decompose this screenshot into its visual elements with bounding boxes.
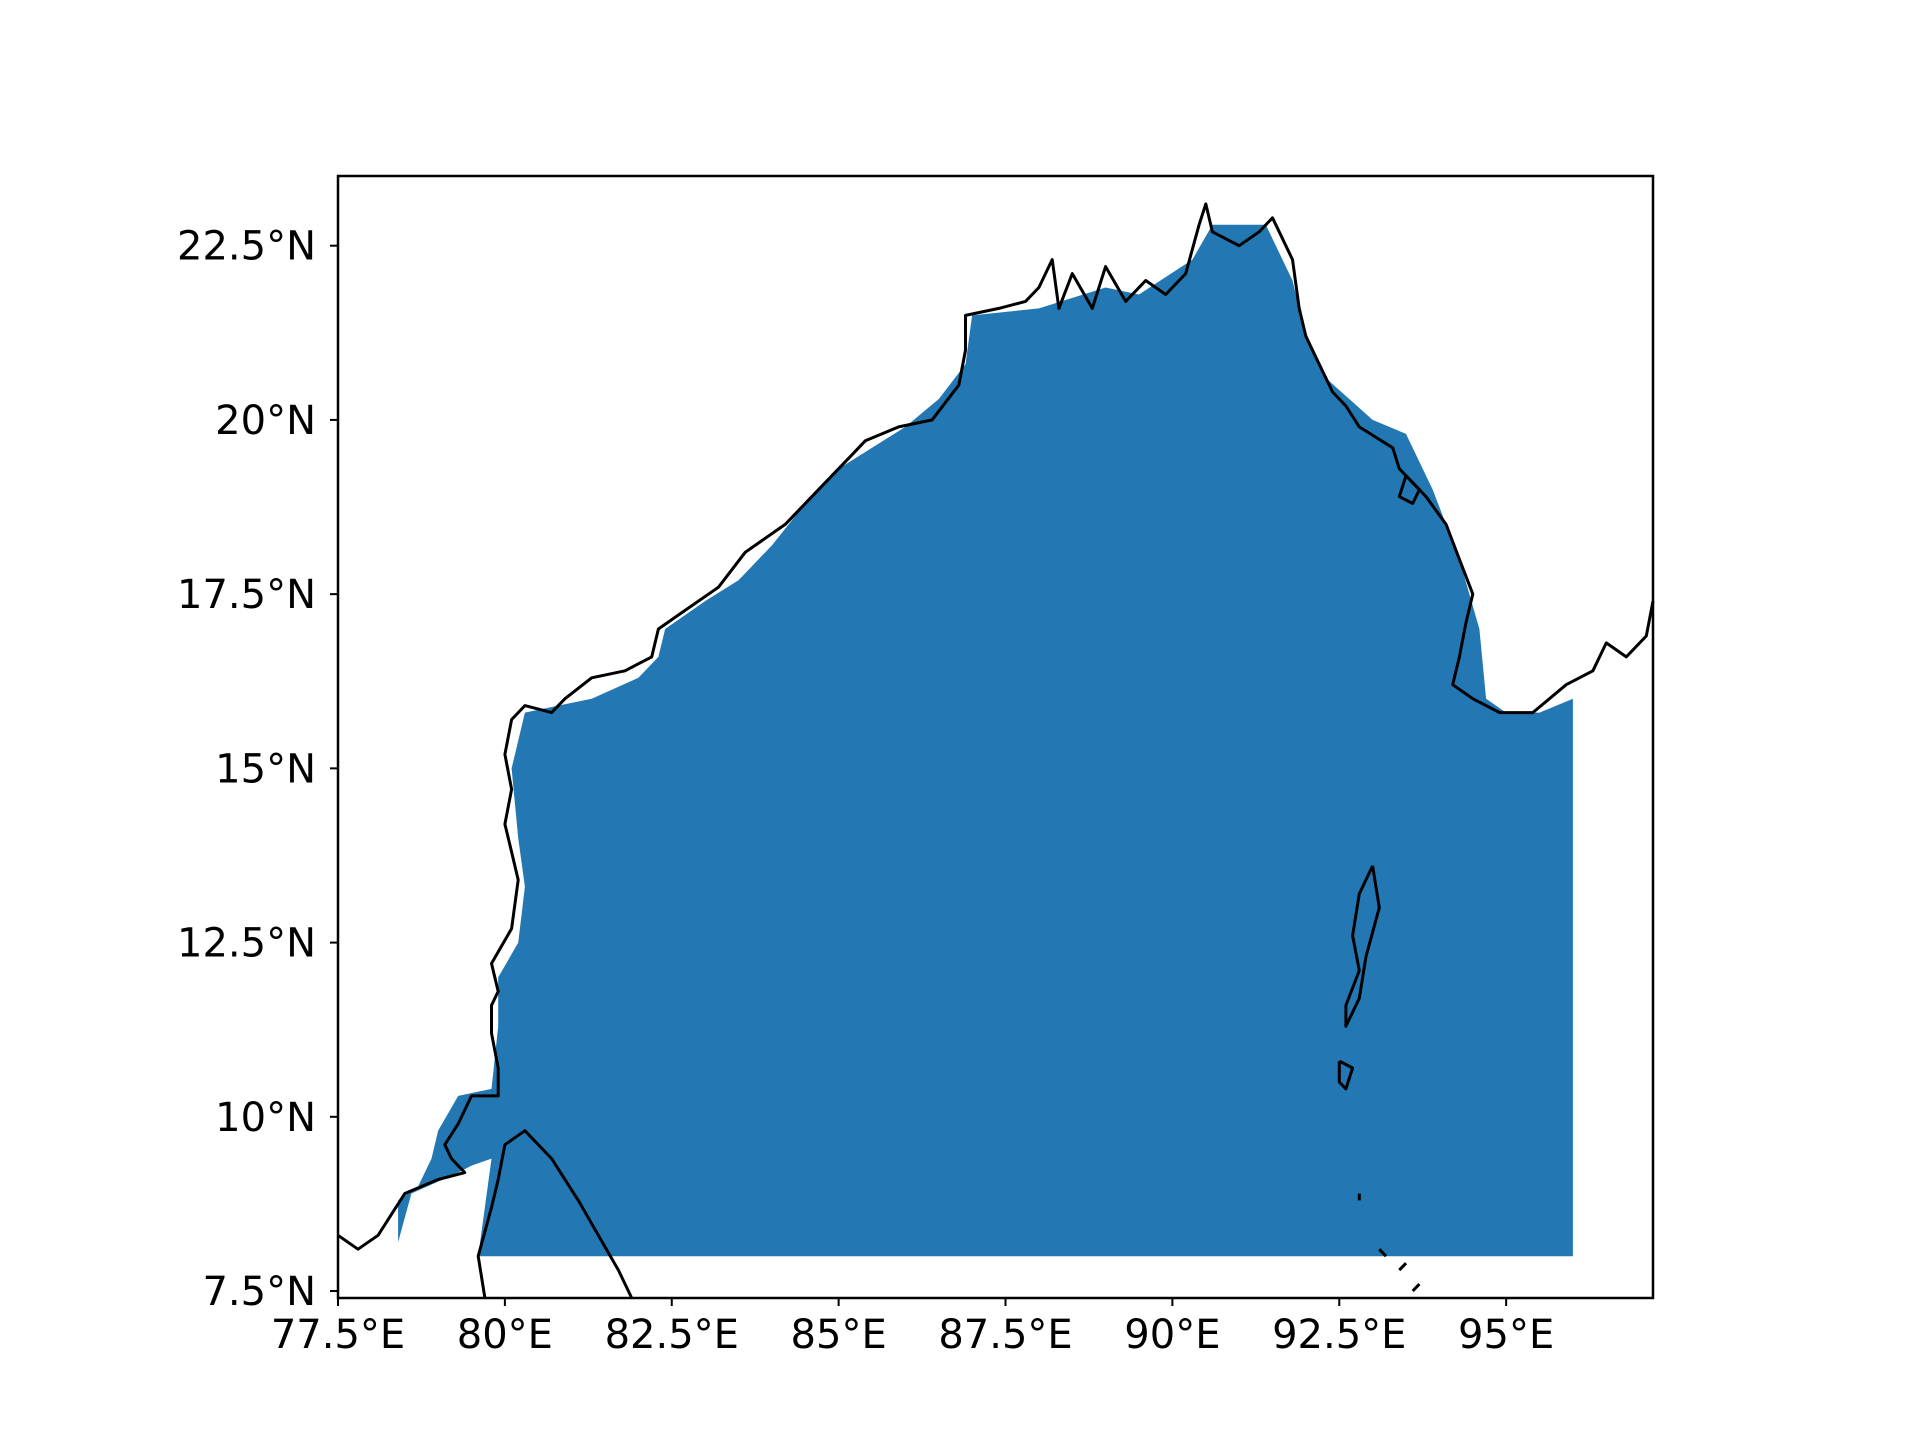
coastline-layer: [337, 202, 1655, 1299]
x-tick-label: 82.5°E: [605, 1312, 739, 1358]
y-tick-label: 17.5°N: [177, 572, 316, 618]
plot-frame: [336, 174, 1655, 1300]
x-tick-label: 90°E: [1124, 1312, 1220, 1358]
y-tick-label: 10°N: [215, 1095, 316, 1141]
x-tick-label: 95°E: [1458, 1312, 1554, 1358]
coastline-1: [476, 1129, 634, 1299]
coastline-3: [1337, 1059, 1355, 1091]
x-axis-ticks: 77.5°E 80°E 82.5°E 85°E 87.5°E 90°E 92.5°E 95°E: [271, 1298, 1554, 1358]
x-tick-label: 87.5°E: [938, 1312, 1072, 1358]
coastline-0: [337, 202, 1655, 1251]
y-axis-ticks: 22.5°N 20°N 17.5°N 15°N 12.5°N 10°N 7.5°N: [177, 224, 338, 1315]
x-tick-label: 85°E: [791, 1312, 887, 1358]
coastline-4: [1397, 474, 1421, 505]
y-tick-label: 15°N: [215, 746, 316, 792]
coastline-7: [1398, 1262, 1408, 1272]
coastline-6: [1378, 1248, 1388, 1258]
coastline-2: [1344, 865, 1381, 1028]
coastline-8: [1411, 1283, 1421, 1293]
y-tick-label: 22.5°N: [177, 224, 316, 270]
sea-region-layer: [398, 224, 1573, 1257]
y-tick-label: 7.5°N: [202, 1269, 316, 1315]
sea-fill-polygon: [398, 224, 1573, 1257]
x-tick-label: 77.5°E: [271, 1312, 405, 1358]
y-tick-label: 12.5°N: [177, 921, 316, 967]
y-tick-label: 20°N: [215, 398, 316, 444]
x-tick-label: 92.5°E: [1272, 1312, 1406, 1358]
x-tick-label: 80°E: [457, 1312, 553, 1358]
